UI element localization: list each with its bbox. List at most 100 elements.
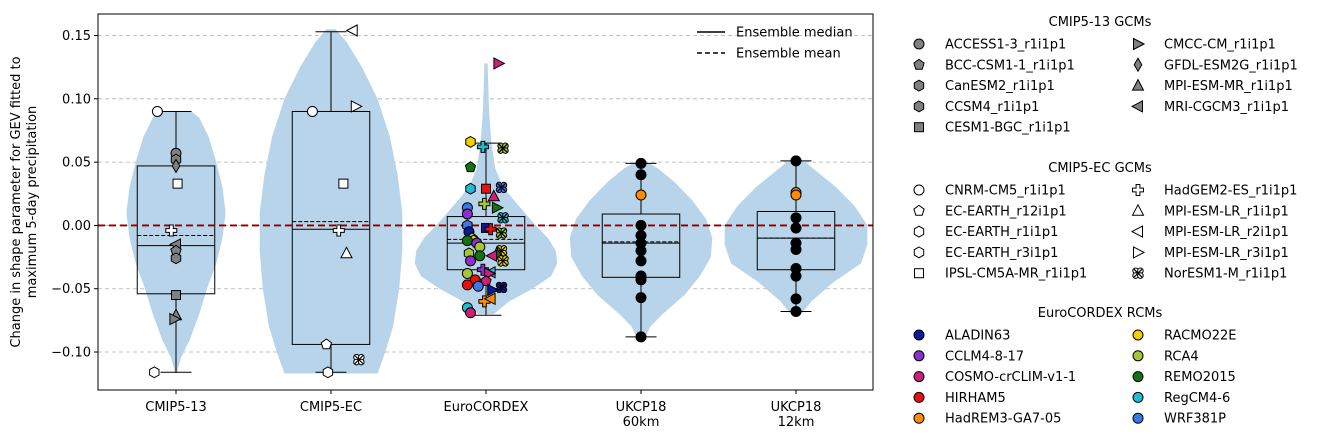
legend-marker-cross — [1133, 268, 1143, 278]
legend-marker — [1133, 246, 1146, 259]
data-point — [483, 292, 496, 306]
legend-label: Ensemble mean — [736, 47, 841, 62]
data-point — [320, 338, 333, 350]
y-tick-label: 0.10 — [62, 92, 91, 107]
data-point — [495, 181, 508, 194]
data-point — [495, 281, 508, 294]
legend-item-label: GFDL-ESM2G_r1i1p1 — [1164, 58, 1298, 73]
data-point — [461, 235, 473, 247]
data-point — [171, 158, 181, 174]
data-point — [461, 279, 473, 291]
x-tick-label: 60km — [623, 415, 660, 430]
legend-marker — [913, 204, 925, 216]
data-point — [790, 270, 802, 282]
data-point — [635, 245, 647, 257]
axes: −0.10 −0.05 0.00 0.05 0.10 0.15 CMIP5-13 CMIP5-… — [51, 29, 821, 430]
data-point — [495, 227, 508, 239]
legend-item-label: REMO2015 — [1164, 370, 1236, 385]
legend-marker — [1133, 57, 1143, 73]
data-point-cross — [497, 228, 506, 238]
legend-item-label: RACMO22E — [1164, 329, 1236, 344]
data-point — [635, 292, 647, 304]
legend-marker — [1132, 371, 1144, 383]
data-point — [171, 290, 181, 301]
legend-item-label: RCA4 — [1164, 349, 1199, 364]
legend-marker — [913, 246, 925, 259]
legend-marker — [913, 79, 925, 92]
data-point — [465, 255, 476, 267]
legend-marker — [913, 100, 925, 113]
data-point — [790, 222, 802, 234]
x-tick-label: UKCP18 — [616, 400, 667, 415]
data-point — [476, 140, 489, 153]
legend-item-label: MPI-ESM-MR_r1i1p1 — [1164, 79, 1293, 94]
legend-marker — [1130, 225, 1143, 238]
data-point — [149, 366, 160, 379]
data-point — [340, 246, 353, 259]
legend-item-label: CNRM-CM5_r1i1p1 — [945, 184, 1066, 199]
legend-marker — [913, 412, 925, 424]
violin-body — [259, 29, 403, 374]
data-point — [461, 208, 473, 220]
data-point — [790, 155, 802, 167]
legend-group-title: CMIP5-EC GCMs — [1048, 161, 1152, 176]
data-point — [491, 201, 504, 215]
data-point — [497, 212, 509, 224]
legend-label: Ensemble median — [736, 26, 853, 41]
legend-marker — [913, 225, 925, 238]
x-tick-label: UKCP18 — [771, 400, 822, 415]
legend-marker — [1133, 37, 1146, 51]
legend-marker — [914, 122, 924, 133]
legend-marker — [913, 38, 925, 50]
data-point — [478, 197, 491, 210]
legend-item-label: ALADIN63 — [945, 329, 1010, 344]
legend-marker — [1132, 391, 1144, 403]
legend-item-label: CESM1-BGC_r1i1p1 — [945, 121, 1071, 136]
data-point — [151, 105, 163, 117]
data-point — [474, 250, 486, 262]
legend-marker — [1132, 267, 1144, 279]
data-point — [170, 252, 182, 265]
legend-item-label: WRF381P — [1164, 412, 1226, 427]
legend-item-label: CCLM4-8-17 — [945, 349, 1024, 364]
data-point — [338, 178, 349, 189]
legend-item-label: NorESM1-M_r1i1p1 — [1164, 267, 1287, 282]
legend-item-label: CanESM2_r1i1p1 — [945, 79, 1055, 94]
data-point-cross — [498, 143, 508, 153]
legend-item-label: CCSM4_r1i1p1 — [945, 100, 1039, 115]
data-point — [790, 293, 802, 305]
legend-marker — [1132, 412, 1144, 424]
legend-item-label: CMCC-CM_r1i1p1 — [1164, 38, 1276, 53]
data-point — [487, 189, 501, 202]
legend-item-label: COSMO-crCLIM-v1-1 — [945, 370, 1076, 385]
data-point — [465, 307, 476, 319]
data-point — [635, 189, 647, 201]
data-point — [790, 212, 802, 224]
legend-item-label: HIRHAM5 — [945, 391, 1006, 406]
data-point — [790, 243, 802, 255]
data-point — [472, 280, 484, 292]
data-point — [493, 57, 506, 70]
violins — [126, 29, 868, 374]
data-point — [345, 24, 358, 37]
legend-item-label: RegCM4-6 — [1164, 391, 1230, 406]
ensemble-legend: Ensemble median Ensemble mean — [697, 26, 853, 62]
legend-item-label: MRI-CGCM3_r1i1p1 — [1164, 100, 1289, 115]
violin-body — [724, 159, 868, 313]
data-point — [497, 142, 509, 154]
x-tick-label: 12km — [778, 415, 815, 430]
legend-item-label: HadREM3-GA7-05 — [945, 412, 1061, 427]
data-points — [149, 24, 802, 379]
data-point — [635, 274, 647, 286]
y-tick-label: 0.05 — [62, 156, 91, 171]
legend-marker — [913, 371, 925, 383]
data-point — [790, 189, 802, 201]
legend-marker — [1130, 100, 1143, 113]
y-tick-label: −0.05 — [51, 282, 91, 297]
data-point — [481, 183, 491, 194]
data-point — [635, 255, 647, 267]
data-point — [172, 178, 183, 189]
legend-item-label: EC-EARTH_r1i1p1 — [945, 225, 1058, 240]
legend-marker — [913, 184, 925, 196]
